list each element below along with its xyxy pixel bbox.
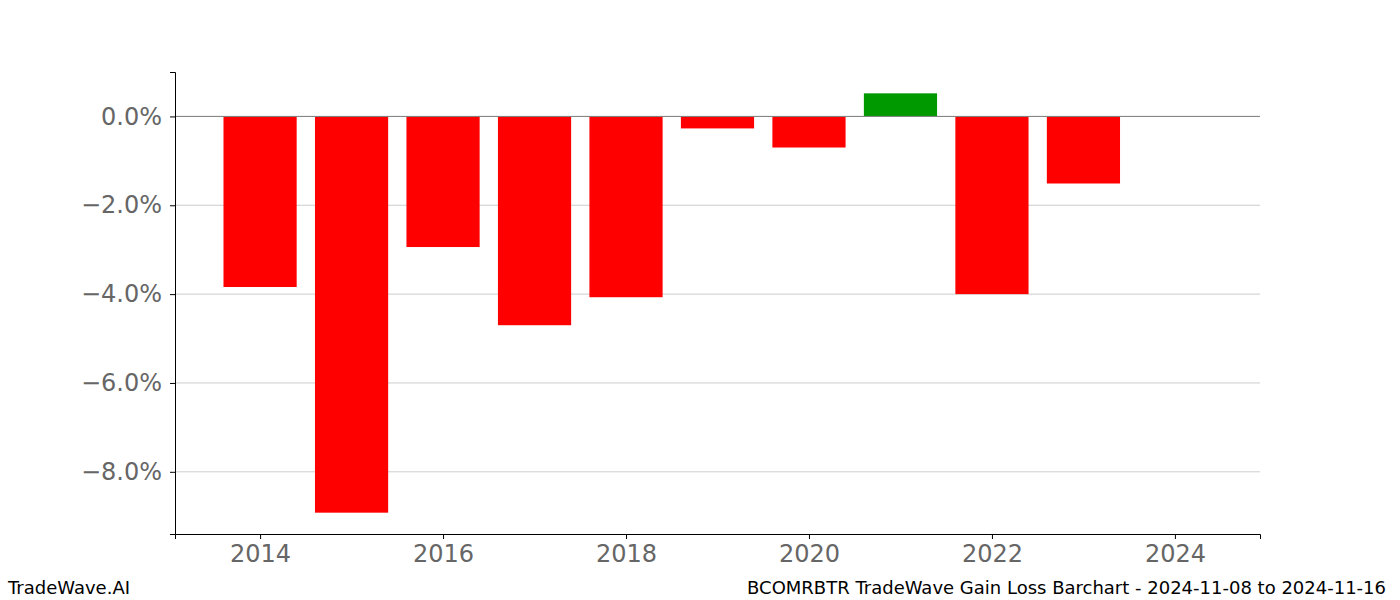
x-tick-label: 2014: [230, 540, 291, 568]
x-tick-mark: [1175, 534, 1176, 539]
x-tick-label: 2016: [413, 540, 474, 568]
x-tick: 2016: [413, 534, 474, 568]
title: BCOMRBTR TradeWave Gain Loss Barchart - …: [747, 577, 1386, 598]
bar: [406, 116, 479, 247]
bar: [315, 116, 388, 512]
y-axis-line: [170, 73, 176, 535]
bar: [498, 116, 571, 325]
y-tick-mark: [170, 205, 175, 206]
x-tick-label: 2020: [779, 540, 840, 568]
x-tick: 2018: [596, 534, 657, 568]
bar: [223, 116, 296, 287]
bars: [223, 93, 1120, 512]
x-axis: 2014 2016 2018 2020 2022 2024: [176, 534, 1261, 568]
y-tick: −2.0%: [81, 191, 175, 219]
y-tick: −8.0%: [81, 458, 175, 486]
x-tick-mark: [992, 534, 993, 539]
x-tick: 2020: [779, 534, 840, 568]
bar: [1047, 116, 1120, 183]
y-tick-label: 0.0%: [101, 103, 162, 131]
bar: [955, 116, 1028, 294]
x-tick: 2024: [1145, 534, 1206, 568]
y-tick: −6.0%: [81, 369, 175, 397]
x-tick: 2022: [962, 534, 1023, 568]
x-tick-label: 2018: [596, 540, 657, 568]
x-tick-mark: [443, 534, 444, 539]
x-axis-line: [176, 535, 1261, 540]
x-tick-label: 2022: [962, 540, 1023, 568]
y-tick-mark: [170, 294, 175, 295]
bar: [864, 93, 937, 116]
x-tick: 2014: [230, 534, 291, 568]
chart: 0.0% −2.0% −4.0% −6.0% −8.0% 2014 2016 2018 2020…: [0, 0, 1400, 600]
watermark: TradeWave.AI: [7, 577, 130, 598]
x-tick-label: 2024: [1145, 540, 1206, 568]
bar: [589, 116, 662, 297]
y-tick-label: −4.0%: [81, 280, 162, 308]
y-tick-label: −8.0%: [81, 458, 162, 486]
y-tick: 0.0%: [101, 103, 175, 131]
y-tick-label: −6.0%: [81, 369, 162, 397]
y-tick-mark: [170, 472, 175, 473]
bar: [681, 116, 754, 128]
x-tick-mark: [809, 534, 810, 539]
baseline: [175, 116, 1260, 117]
y-axis: 0.0% −2.0% −4.0% −6.0% −8.0%: [81, 73, 176, 535]
x-tick-mark: [260, 534, 261, 539]
y-tick: −4.0%: [81, 280, 175, 308]
bar: [772, 116, 845, 147]
x-tick-mark: [626, 534, 627, 539]
y-tick-mark: [170, 383, 175, 384]
y-tick-label: −2.0%: [81, 191, 162, 219]
y-tick-mark: [170, 116, 175, 117]
grid-line: [175, 116, 1260, 117]
